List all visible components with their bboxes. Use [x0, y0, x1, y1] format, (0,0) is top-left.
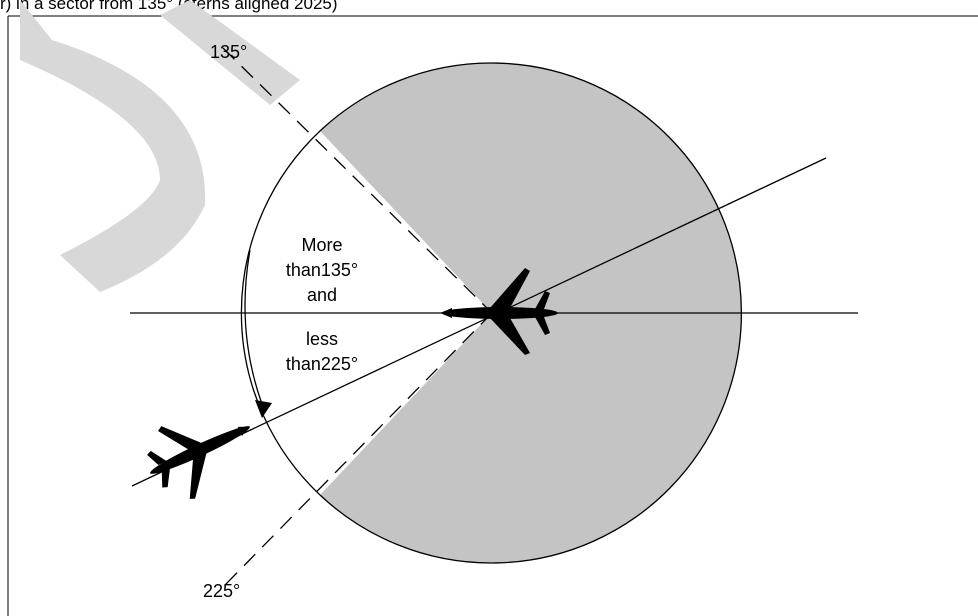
airplane-icon	[440, 268, 558, 355]
sector-label-line1: More	[301, 235, 342, 255]
watermark-stroke	[160, 0, 300, 105]
angle-label-225: 225°	[203, 581, 240, 601]
airplane-icon	[147, 426, 250, 499]
watermark-shape	[20, 0, 206, 292]
sector-label-line5: than225°	[286, 354, 358, 374]
sector-label-line2: than135°	[286, 260, 358, 280]
header-fragment: r) in a sector from 135° (sterns aligned…	[0, 0, 338, 13]
angle-label-135: 135°	[210, 42, 247, 62]
arrow-head	[255, 400, 272, 418]
dashed-line-135	[222, 47, 493, 314]
sector-label-line4: less	[306, 329, 338, 349]
track-line	[131, 157, 827, 487]
sector-label-line3: and	[307, 285, 337, 305]
dashed-line-225	[224, 312, 493, 586]
sector-arrow	[244, 249, 266, 413]
